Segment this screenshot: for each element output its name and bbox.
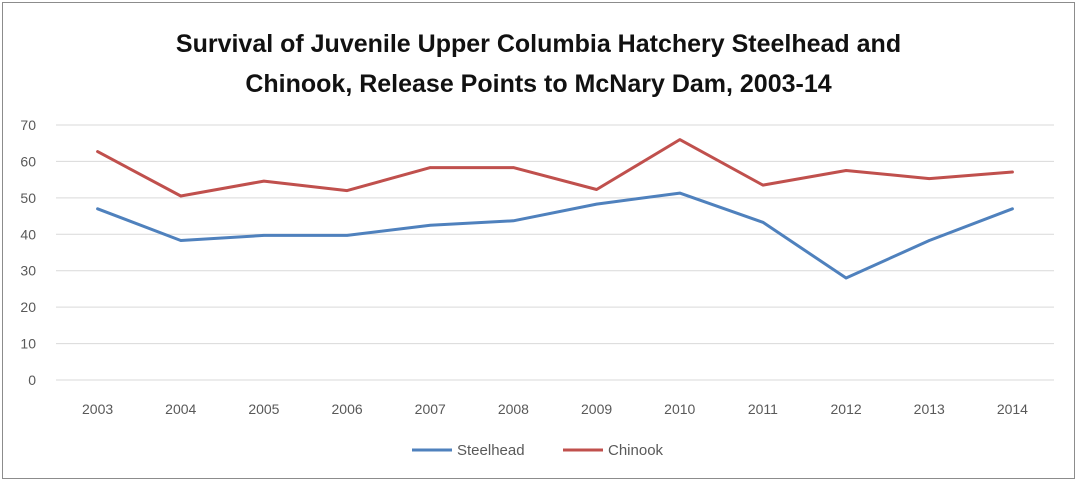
x-tick-label: 2004 — [165, 401, 196, 417]
x-tick-label: 2003 — [82, 401, 113, 417]
x-tick-label: 2010 — [664, 401, 695, 417]
chart-title: Survival of Juvenile Upper Columbia Hatc… — [0, 24, 1077, 104]
data-point-steelhead — [1011, 207, 1014, 210]
data-point-chinook — [678, 138, 681, 141]
data-point-steelhead — [179, 239, 182, 242]
data-point-steelhead — [512, 219, 515, 223]
series-line-steelhead — [96, 191, 1014, 280]
series-lines — [96, 138, 1014, 280]
y-tick-label: 30 — [20, 263, 36, 279]
x-tick-label: 2005 — [248, 401, 279, 417]
x-axis-ticks: 2003 2004 2005 2006 2007 2008 2009 2010 2011 2012… — [82, 401, 1028, 417]
legend: Steelhead Chinook — [412, 442, 664, 459]
y-tick-label: 70 — [20, 117, 36, 133]
x-tick-label: 2009 — [581, 401, 612, 417]
data-point-steelhead — [928, 239, 931, 242]
data-point-steelhead — [429, 223, 432, 227]
data-point-chinook — [1011, 170, 1014, 174]
data-point-chinook — [844, 169, 848, 172]
x-tick-label: 2007 — [415, 401, 446, 417]
chart-title-line-2: Chinook, Release Points to McNary Dam, 2… — [245, 70, 832, 98]
data-point-chinook — [928, 177, 931, 180]
y-tick-label: 50 — [20, 190, 36, 206]
y-tick-label: 0 — [28, 372, 36, 388]
data-point-steelhead — [678, 191, 681, 195]
x-tick-label: 2006 — [332, 401, 363, 417]
data-point-chinook — [429, 166, 432, 169]
legend-label-chinook: Chinook — [608, 442, 664, 459]
y-tick-label: 20 — [20, 299, 36, 315]
data-point-steelhead — [345, 234, 349, 237]
y-axis-ticks: 0 10 20 30 40 50 60 70 — [20, 117, 36, 388]
gridlines — [56, 124, 1054, 381]
data-point-chinook — [96, 150, 99, 153]
x-tick-label: 2014 — [997, 401, 1028, 417]
data-point-chinook — [179, 194, 182, 198]
data-point-chinook — [761, 183, 765, 187]
data-point-steelhead — [761, 221, 765, 224]
legend-label-steelhead: Steelhead — [457, 442, 525, 459]
x-tick-label: 2008 — [498, 401, 529, 417]
y-tick-label: 60 — [20, 153, 36, 169]
series-line-chinook — [96, 138, 1014, 198]
x-tick-label: 2013 — [914, 401, 945, 417]
data-point-chinook — [512, 166, 515, 169]
data-point-chinook — [262, 179, 266, 183]
data-point-chinook — [345, 189, 349, 192]
x-tick-label: 2012 — [831, 401, 862, 417]
data-point-steelhead — [262, 234, 266, 237]
data-point-steelhead — [844, 276, 848, 280]
data-point-chinook — [595, 188, 598, 191]
data-point-steelhead — [595, 202, 598, 206]
data-point-steelhead — [96, 207, 99, 210]
y-tick-label: 40 — [20, 226, 36, 242]
y-tick-label: 10 — [20, 336, 36, 352]
x-tick-label: 2011 — [748, 401, 778, 417]
chart-title-line-1: Survival of Juvenile Upper Columbia Hatc… — [175, 30, 902, 58]
